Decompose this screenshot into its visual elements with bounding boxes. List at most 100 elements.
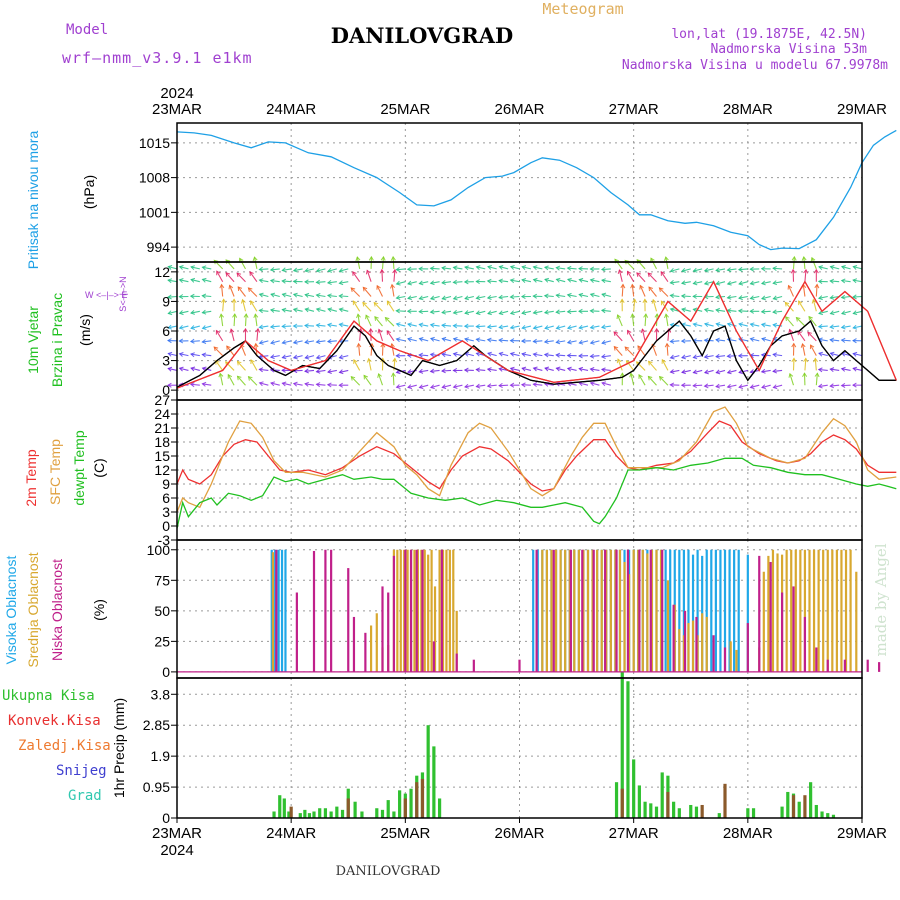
wind-arrow-head (664, 313, 669, 319)
cloud-bar (815, 647, 818, 672)
grid-layer (171, 123, 862, 819)
wind-arrow-head (201, 366, 207, 372)
wind-arrow (259, 279, 269, 283)
wind-arrow (499, 266, 509, 270)
wind-arrow-head (167, 310, 173, 316)
wind-arrow (801, 343, 806, 356)
wind-arrow (544, 325, 554, 329)
wind-arrow-head (178, 278, 184, 283)
wind-arrow-head (374, 316, 379, 321)
wind-arrow (374, 316, 383, 327)
wind-arrow (841, 266, 851, 270)
wind-arrow (796, 317, 806, 327)
y-tick-label: 15 (154, 448, 170, 464)
wind-arrow (510, 310, 520, 315)
wind-arrow-head (429, 352, 435, 358)
wind-arrow (225, 361, 235, 371)
wind-arrow (168, 352, 178, 357)
wind-arrow (510, 266, 520, 270)
wind-arrow-head (229, 328, 235, 334)
wind-arrow (499, 310, 509, 315)
wind-arrow (430, 295, 440, 300)
wind-arrow-head (258, 324, 264, 330)
wind-arrow (601, 293, 611, 298)
wind-arrow-head (418, 295, 424, 301)
precipitation-bar (307, 813, 312, 818)
wind-arrow (430, 324, 440, 327)
wind-arrow (544, 340, 554, 343)
wind-arrow (544, 367, 554, 371)
wind-arrow (373, 302, 383, 312)
wind-arrow (522, 310, 532, 314)
wind-arrow-head (760, 266, 766, 272)
wind-arrow-head (840, 294, 846, 300)
wind-arrow (305, 268, 315, 272)
wind-arrow-head (406, 369, 412, 375)
cloud-bar (604, 549, 607, 672)
wind-arrow-head (315, 339, 321, 345)
wind-arrow (270, 382, 280, 386)
meteogram-subtitle: Meteogram (542, 0, 623, 18)
wind-arrow (814, 358, 817, 371)
wind-arrow-head (252, 256, 258, 262)
wind-arrow (233, 314, 236, 327)
year-label-top: 2024 (160, 85, 193, 102)
x-tick-label-bottom: 27MAR (609, 825, 659, 842)
wind-arrow (327, 281, 337, 284)
precipitation-bar (409, 788, 413, 818)
wind-arrow-head (543, 309, 549, 315)
cloud-bar (452, 549, 455, 672)
cloud-bar (632, 549, 635, 672)
cloud-bar (600, 549, 603, 672)
wind-arrow (430, 267, 440, 270)
wind-arrow (631, 284, 635, 297)
wind-arrow (293, 382, 303, 386)
wind-arrow (648, 361, 657, 371)
wind-arrow (738, 268, 748, 271)
cloud-bar (794, 549, 797, 672)
cloud-bar (559, 549, 562, 672)
panel-label: (C) (91, 458, 107, 477)
cloud-bar (518, 659, 521, 672)
wind-arrow-head (441, 295, 447, 301)
cloud-bar (591, 549, 594, 672)
wind-arrow (476, 384, 486, 388)
wind-arrow-head (813, 357, 819, 363)
wind-arrow-head (219, 313, 224, 319)
wind-arrow (716, 281, 726, 285)
wind-arrow-head (760, 322, 766, 328)
wind-arrow-head (811, 298, 817, 304)
precip-legend-label: Konvek.Kisa (8, 713, 101, 729)
wind-arrow (219, 373, 224, 386)
wind-arrow (464, 384, 474, 388)
wind-arrow-head (441, 265, 446, 271)
wind-arrow-head (338, 322, 344, 328)
cloud-bar (564, 549, 567, 672)
wind-arrow-head (253, 313, 259, 319)
precipitation-bar (272, 811, 276, 818)
wind-arrow-head (178, 338, 184, 344)
cloud-bar (552, 549, 555, 672)
wind-arrow-head (292, 354, 298, 360)
wind-arrow (168, 279, 178, 283)
wind-arrow (168, 310, 178, 315)
wind-arrow (259, 325, 269, 328)
wind-arrow (533, 310, 543, 314)
wind-arrow-head (365, 314, 370, 320)
wind-arrow-head (669, 280, 675, 285)
wind-arrow-head (692, 280, 698, 286)
wind-arrow-head (178, 310, 184, 316)
wind-arrow-head (817, 295, 823, 301)
wind-arrow-head (178, 366, 184, 372)
wind-arrow (430, 369, 440, 373)
wind-arrow (256, 328, 259, 341)
wind-arrow (533, 279, 543, 283)
wind-arrow-head (201, 265, 207, 271)
wind-arrow (788, 285, 795, 297)
wind-arrow (249, 271, 258, 283)
wind-arrow (639, 285, 646, 297)
wind-arrow-head (386, 330, 392, 335)
y-tick-label: 6 (162, 323, 170, 339)
wind-arrow (716, 355, 726, 358)
wind-arrow (761, 281, 771, 285)
